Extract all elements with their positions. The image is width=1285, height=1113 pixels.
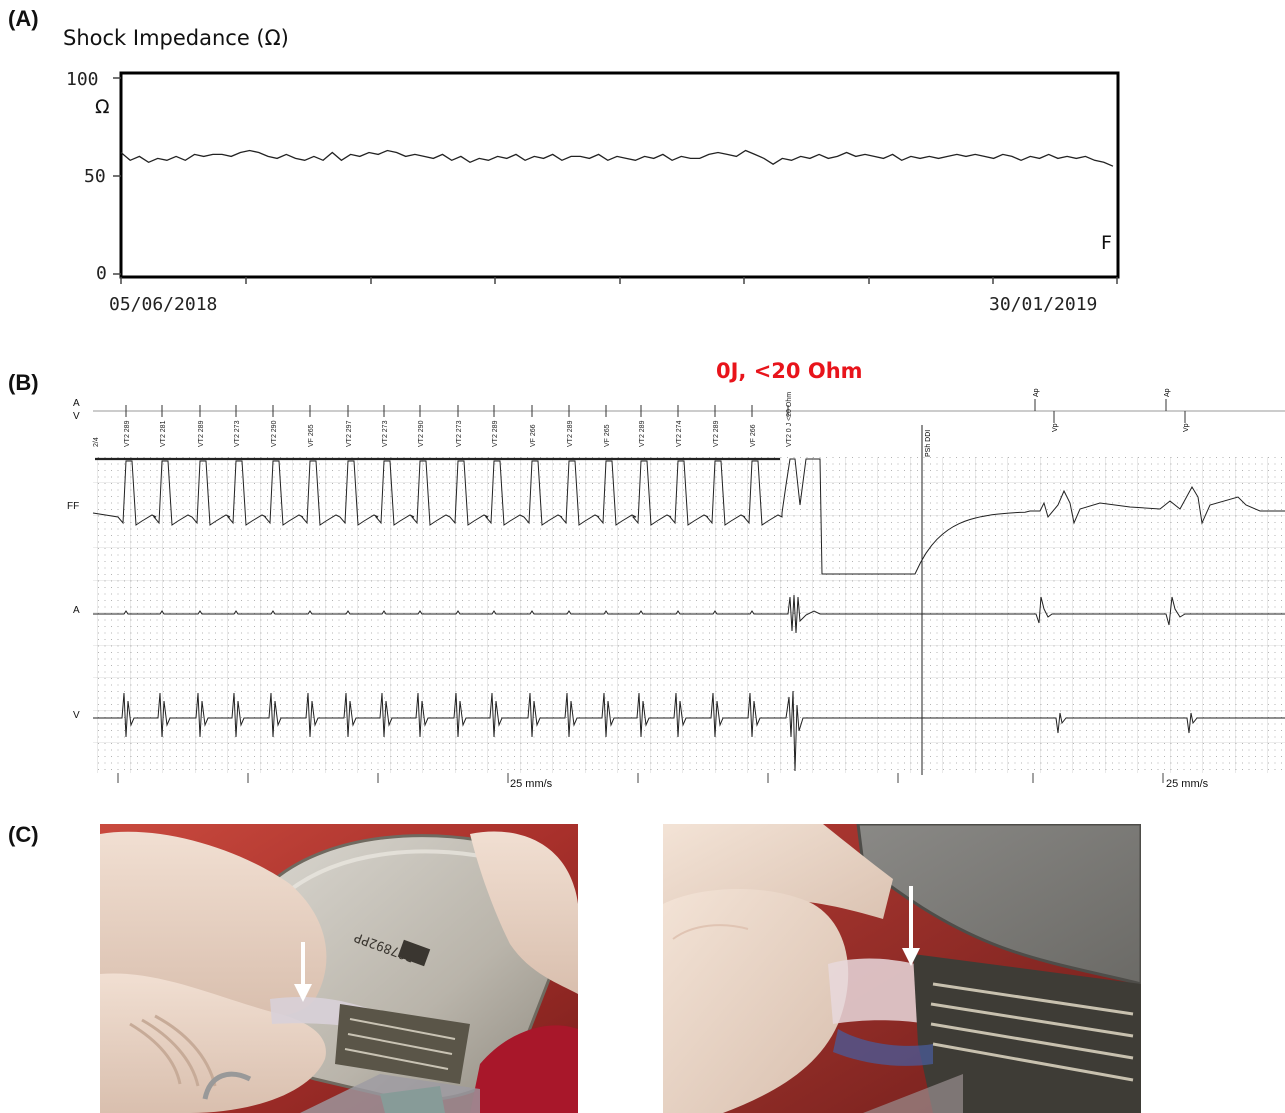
panel-a-label: (A): [8, 6, 39, 31]
surgical-photo-right: [663, 824, 1141, 1113]
v-marker-label: VT2 297: [346, 420, 353, 447]
impedance-chart: [113, 71, 1120, 284]
x-ticks: [120, 277, 1118, 284]
vp-label-2: Vp: [1183, 423, 1190, 432]
atrial-egm-trace: [93, 594, 1285, 634]
ventricular-marker-row-label: V: [73, 411, 80, 422]
arrow-head-left: [294, 984, 312, 1002]
v-marker-label: VT2 273: [456, 420, 463, 447]
v-marker-label: 2/4: [93, 437, 100, 447]
time-axis-ticks: [117, 773, 1164, 783]
v-marker-label: VT2 289: [492, 420, 499, 447]
ff-egm-trace: [92, 458, 1285, 575]
chart-title: Shock Impedance (Ω): [63, 26, 289, 50]
y-tick-label-100: 100: [66, 69, 99, 90]
v-marker-label: VT2 290: [418, 420, 425, 447]
v-marker-label: VF 265: [308, 424, 315, 447]
channel-label-ff: FF: [67, 501, 80, 512]
ventricular-marker-labels: 2/4 VT2 289 VT2 281 VT2 289 VT2 273 VT2 290 VF…: [93, 392, 793, 447]
egm-strip: 2/4 VT2 289 VT2 281 VT2 289 VT2 273 VT2 290 VF…: [92, 388, 1285, 783]
v-marker-label: VF 266: [750, 424, 757, 447]
v-marker-label: VT2 289: [567, 420, 574, 447]
channel-label-a: A: [73, 605, 80, 616]
paper-speed-label-1: 25 mm/s: [510, 778, 553, 790]
v-marker-label: VF 265: [604, 424, 611, 447]
atrial-marker-row-label: A: [73, 398, 80, 409]
x-end-label: 30/01/2019: [989, 294, 1098, 315]
y-tick-label-0: 0: [96, 263, 107, 284]
arrow-head-right: [902, 948, 920, 966]
v-marker-label: VT2 289: [713, 420, 720, 447]
panel-c-label: (C): [8, 822, 39, 847]
impedance-series-line: [120, 149, 1114, 167]
corner-label: F: [1101, 232, 1112, 254]
v-marker-label: VT2 274: [676, 420, 683, 447]
v-marker-label: VT2 289: [198, 420, 205, 447]
y-tick-label-50: 50: [84, 166, 106, 187]
v-marker-label: VT2 281: [160, 420, 167, 447]
v-marker-label: VT2 273: [382, 420, 389, 447]
shock-annotation: 0J, <20 Ohm: [716, 359, 863, 383]
ap-label-1: Ap: [1033, 388, 1040, 397]
paper-speed-label-2: 25 mm/s: [1166, 778, 1209, 790]
v-marker-label: VT2 290: [271, 420, 278, 447]
v-marker-label: VF 266: [530, 424, 537, 447]
v-marker-label: VT2 0 J <20 Ohm: [786, 392, 793, 447]
x-start-label: 05/06/2018: [109, 294, 218, 315]
vp-label-1: Vp: [1052, 423, 1059, 432]
channel-label-v: V: [73, 710, 80, 721]
v-marker-label: VT2 289: [639, 420, 646, 447]
egm-major-grid: [93, 457, 1285, 773]
ventricular-marker-ticks: [125, 405, 789, 417]
surgical-photo-left: PO7892PP: [100, 824, 578, 1113]
v-marker-label: VT2 289: [124, 420, 131, 447]
chart-frame: [119, 71, 1120, 279]
panel-b-label: (B): [8, 370, 39, 395]
ap-label-2: Ap: [1164, 388, 1171, 397]
v-marker-label: VT2 273: [234, 420, 241, 447]
psh-ddi-label: PSh DDI: [925, 430, 932, 457]
ventricular-egm-trace: [93, 690, 1285, 772]
y-unit-label: Ω: [95, 96, 110, 118]
